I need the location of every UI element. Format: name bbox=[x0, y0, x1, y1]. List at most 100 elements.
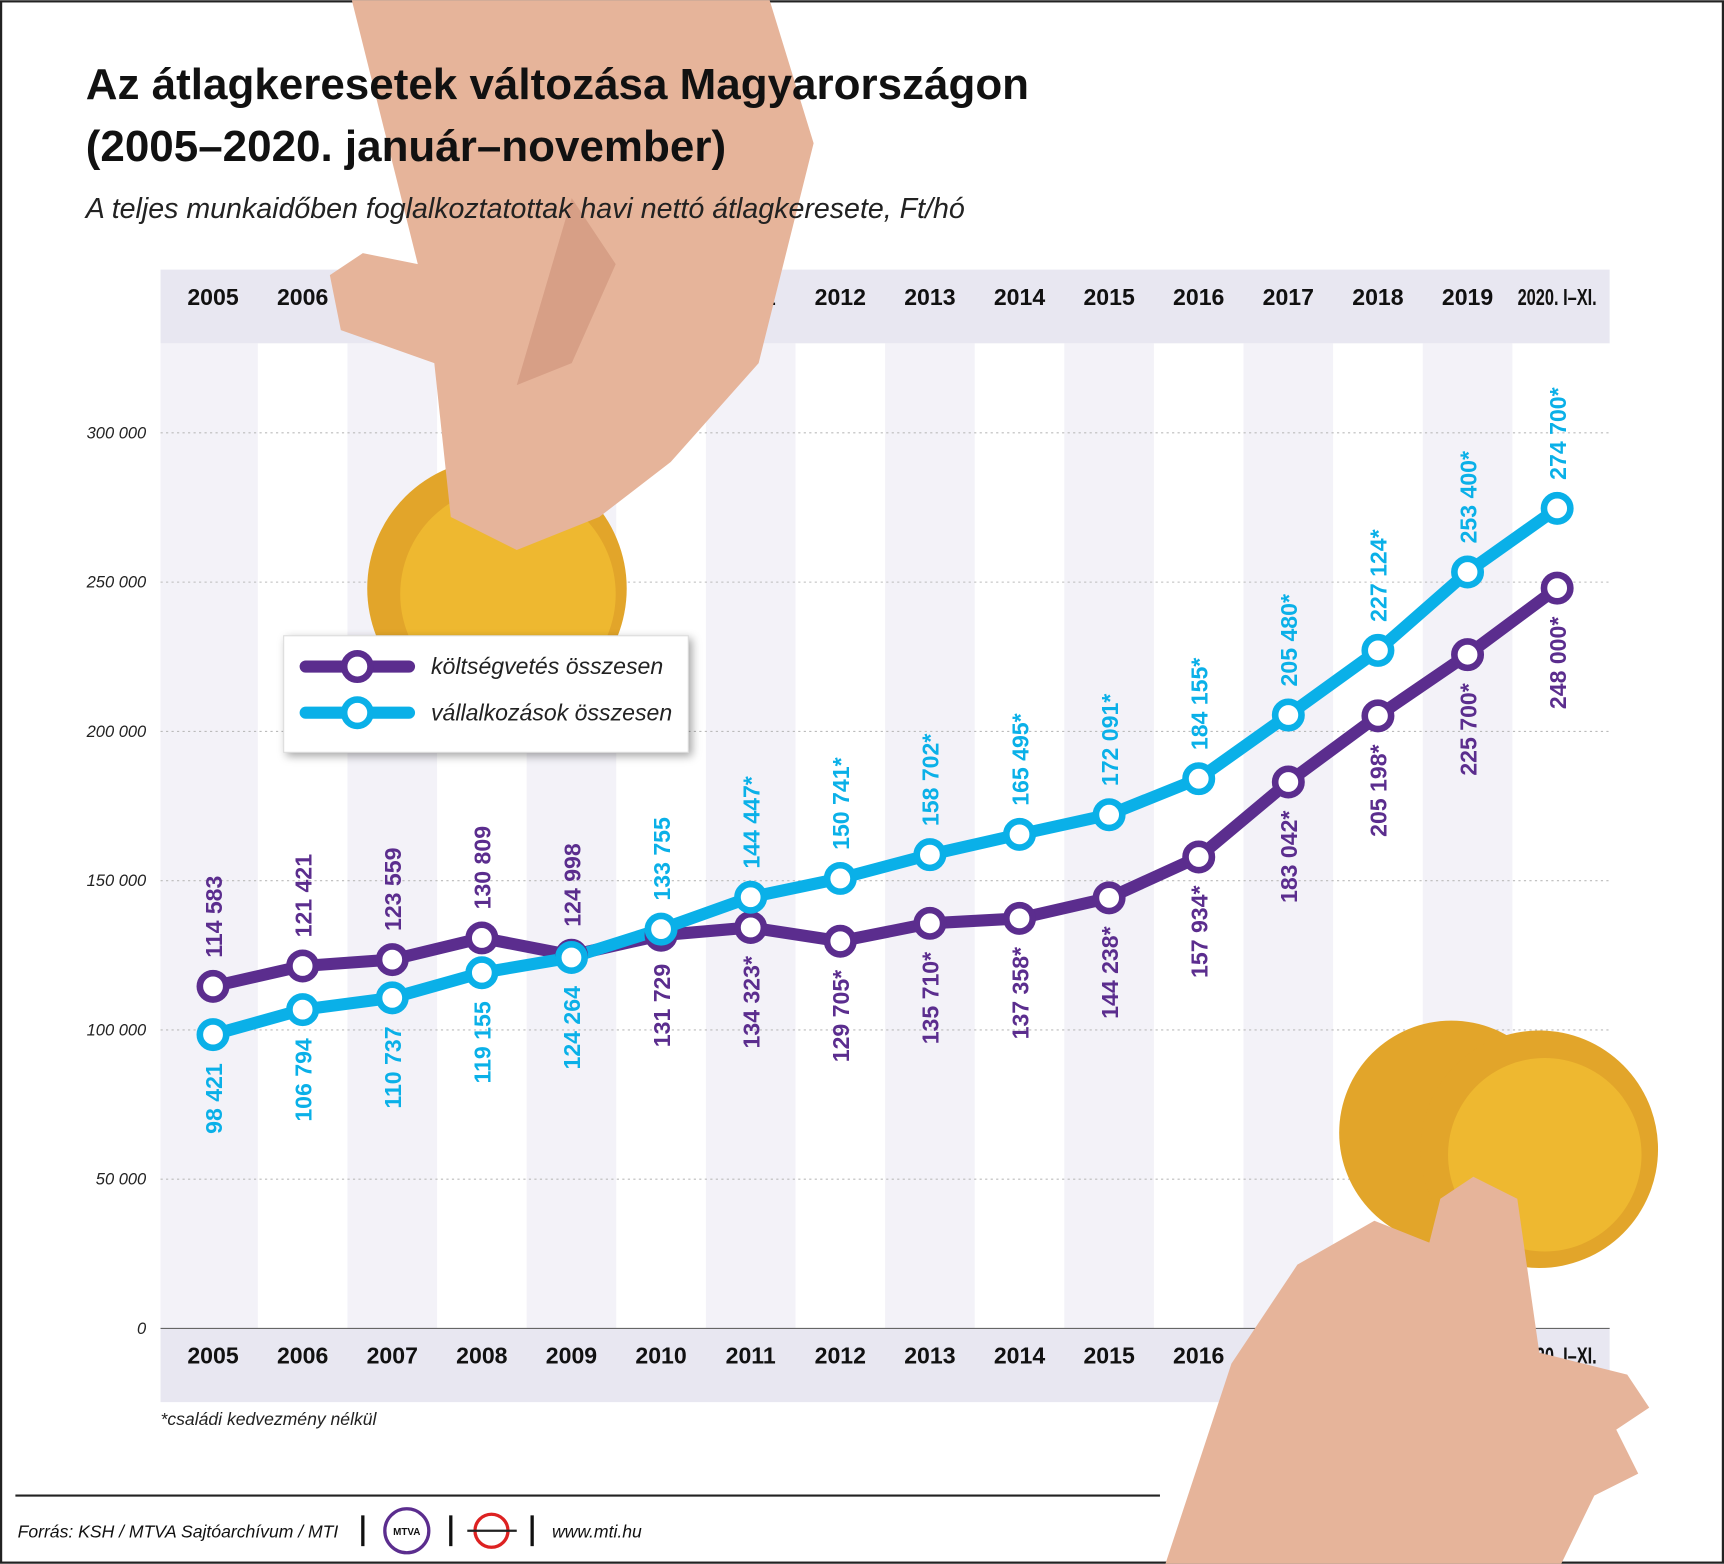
data-label: 124 264 bbox=[559, 986, 585, 1070]
y-tick-label: 200 000 bbox=[86, 723, 147, 741]
column-shade bbox=[160, 343, 258, 1329]
data-label: 225 700* bbox=[1455, 683, 1481, 775]
data-point bbox=[1182, 762, 1216, 796]
data-label: 158 702* bbox=[918, 734, 944, 826]
data-point bbox=[554, 940, 588, 974]
data-label: 150 741* bbox=[828, 757, 854, 849]
legend-label: vállalkozások összesen bbox=[431, 699, 672, 725]
data-point bbox=[286, 993, 320, 1027]
data-point bbox=[465, 921, 499, 955]
data-point bbox=[1092, 881, 1126, 915]
decoration bbox=[1165, 1020, 1659, 1564]
x-tick-label: 2018 bbox=[1352, 284, 1404, 310]
data-label: 137 358* bbox=[1007, 947, 1033, 1039]
y-tick-label: 0 bbox=[137, 1320, 147, 1338]
plot: 114 583 121 421 123 559 130 809 124 998 131 7… bbox=[196, 387, 1574, 1134]
y-tick-label: 300 000 bbox=[87, 424, 147, 442]
data-label: 227 124* bbox=[1366, 529, 1392, 621]
data-point bbox=[1182, 840, 1216, 874]
data-point bbox=[823, 861, 857, 895]
data-point bbox=[734, 880, 768, 914]
x-tick-label: 2014 bbox=[994, 284, 1046, 310]
data-label: 131 729 bbox=[649, 964, 675, 1047]
x-tick-label: 2016 bbox=[1173, 1343, 1224, 1369]
source: Forrás: KSH / MTVA Sajtóarchívum / MTI bbox=[18, 1521, 339, 1541]
data-label: 134 323* bbox=[738, 956, 764, 1048]
chart-subtitle: A teljes munkaidőben foglalkoztatottak h… bbox=[84, 193, 965, 225]
data-point bbox=[375, 943, 409, 977]
x-tick-label: 2012 bbox=[815, 1343, 866, 1369]
x-tick-label: 2014 bbox=[994, 1343, 1046, 1369]
x-tick-label: 2007 bbox=[367, 1343, 418, 1369]
y-tick-label: 150 000 bbox=[87, 872, 147, 890]
data-label: 110 737 bbox=[380, 1026, 406, 1108]
y-tick-label: 50 000 bbox=[96, 1171, 147, 1189]
x-tick-label: 2010 bbox=[635, 1343, 686, 1369]
x-tick-label: 2015 bbox=[1083, 1343, 1135, 1369]
x-tick-label: 2020. I–XI. bbox=[1518, 284, 1597, 310]
data-point bbox=[196, 969, 230, 1003]
data-point bbox=[1540, 491, 1574, 525]
footnote: *családi kedvezmény nélkül bbox=[161, 1409, 378, 1429]
data-label: 129 705* bbox=[828, 970, 854, 1062]
x-tick-label: 2016 bbox=[1173, 284, 1224, 310]
x-tick-label: 2008 bbox=[456, 1343, 508, 1369]
data-label: 123 559 bbox=[380, 848, 406, 931]
data-label: 121 421 bbox=[290, 854, 316, 938]
data-point bbox=[1540, 571, 1574, 605]
data-point bbox=[1361, 633, 1395, 667]
legend-marker bbox=[340, 696, 374, 730]
legend: költségvetés összesen vállalkozások össze… bbox=[283, 635, 689, 753]
logo: MTVA bbox=[393, 1527, 420, 1538]
data-point bbox=[734, 910, 768, 944]
data-point bbox=[913, 906, 947, 940]
x-tick-label: 2011 bbox=[726, 1343, 776, 1369]
data-label: 98 421 bbox=[201, 1063, 227, 1134]
data-label: 144 447* bbox=[738, 776, 764, 868]
data-label: 124 998 bbox=[559, 843, 585, 927]
y-tick-label: 100 000 bbox=[87, 1021, 147, 1039]
data-label: 157 934* bbox=[1187, 886, 1213, 978]
legend-marker bbox=[340, 650, 374, 684]
data-point bbox=[913, 838, 947, 872]
data-label: 183 042* bbox=[1276, 811, 1302, 903]
column-shade bbox=[885, 343, 975, 1329]
series-line bbox=[206, 582, 1564, 993]
data-label: 253 400* bbox=[1455, 451, 1481, 543]
data-label: 165 495* bbox=[1007, 713, 1033, 805]
x-tick-label: 2013 bbox=[904, 284, 955, 310]
data-point bbox=[1092, 798, 1126, 832]
column-shade bbox=[1064, 343, 1154, 1329]
data-label: 274 700* bbox=[1545, 387, 1571, 479]
chart-title: (2005–2020. január–november) bbox=[86, 122, 726, 171]
x-tick-label: 2019 bbox=[1442, 284, 1493, 310]
x-tick-label: 2012 bbox=[815, 284, 866, 310]
data-point bbox=[1271, 765, 1305, 799]
data-label: 184 155* bbox=[1187, 658, 1213, 750]
data-label: 114 583 bbox=[201, 876, 227, 958]
website: www.mti.hu bbox=[552, 1521, 642, 1541]
data-label: 106 794 bbox=[290, 1038, 316, 1122]
column-shade bbox=[1243, 343, 1334, 1329]
data-label: 130 809 bbox=[470, 826, 496, 909]
column-shade bbox=[705, 343, 796, 1329]
data-point bbox=[1003, 817, 1036, 851]
data-point bbox=[1003, 901, 1036, 935]
data-label: 135 710* bbox=[918, 952, 944, 1044]
x-tick-label: 2017 bbox=[1263, 284, 1314, 310]
y-tick-label: 250 000 bbox=[86, 574, 147, 592]
x-tick-label: 2009 bbox=[546, 1343, 597, 1369]
data-label: 205 480* bbox=[1276, 594, 1302, 686]
data-label: 119 155 bbox=[470, 1001, 496, 1083]
data-label: 172 091* bbox=[1097, 694, 1123, 786]
chart-title: Az átlagkeresetek változása Magyarország… bbox=[86, 60, 1029, 109]
data-point bbox=[1451, 638, 1485, 672]
data-label: 248 000* bbox=[1545, 617, 1571, 709]
data-point bbox=[286, 949, 320, 983]
data-point bbox=[1271, 698, 1305, 732]
series-line bbox=[206, 502, 1564, 1041]
data-label: 205 198* bbox=[1366, 744, 1392, 836]
x-tick-label: 2015 bbox=[1083, 284, 1135, 310]
x-tick-label: 2013 bbox=[904, 1343, 955, 1369]
